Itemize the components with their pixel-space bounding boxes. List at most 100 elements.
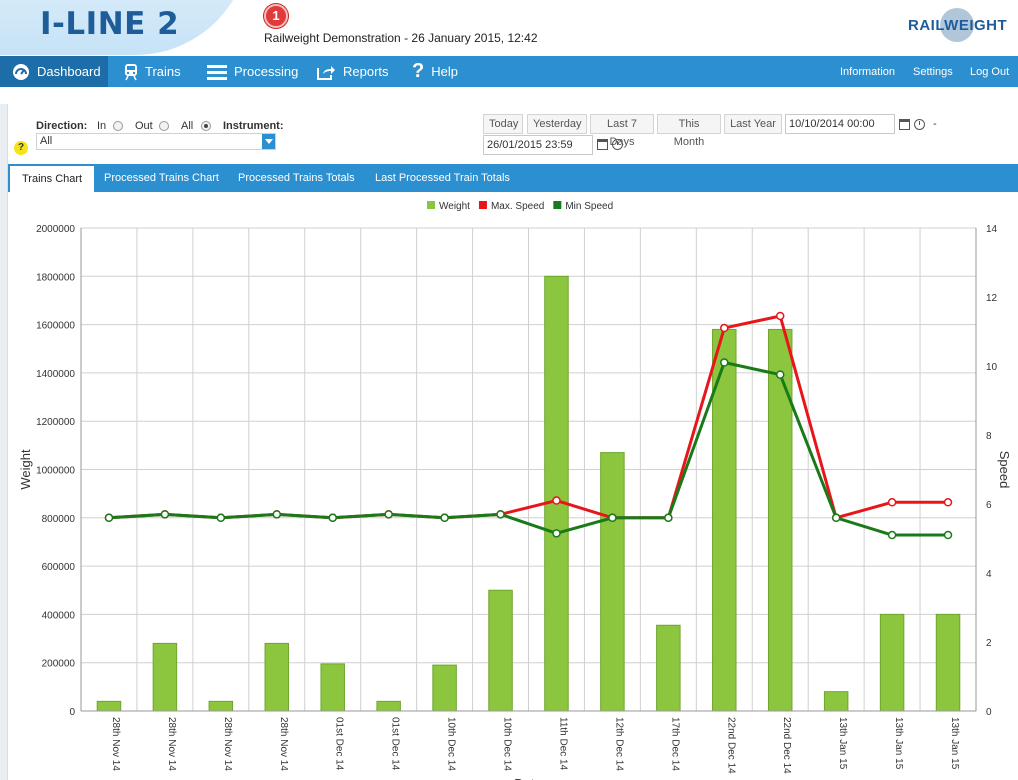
- weight-bar[interactable]: [767, 328, 793, 712]
- max-speed-point[interactable]: [887, 498, 897, 507]
- y2-tick-label: 0: [986, 707, 992, 718]
- direction-all-label: All: [181, 120, 194, 132]
- x-tick-label: 13th Jan 15: [837, 717, 848, 770]
- nav-reports[interactable]: Reports: [317, 56, 389, 87]
- site-subtitle: Railweight Demonstration - 26 January 20…: [264, 31, 538, 45]
- legend-swatch: [553, 201, 562, 209]
- min-speed-point[interactable]: [720, 358, 729, 367]
- notification-badge[interactable]: 1: [264, 4, 288, 28]
- date-from-input[interactable]: 10/10/2014 00:00: [785, 114, 895, 134]
- nav-settings[interactable]: Settings: [913, 65, 953, 78]
- weight-bar[interactable]: [208, 700, 234, 712]
- nav-logout[interactable]: Log Out: [970, 65, 1010, 78]
- x-tick-label: 10th Dec 14: [502, 717, 513, 771]
- legend-swatch: [427, 201, 435, 209]
- direction-in-radio[interactable]: [113, 121, 123, 131]
- y-tick-label: 2000000: [36, 224, 75, 235]
- weight-bar[interactable]: [935, 613, 961, 712]
- max-speed-point[interactable]: [943, 498, 953, 507]
- nav-help-label: Help: [431, 64, 458, 79]
- max-speed-point[interactable]: [775, 311, 785, 321]
- clock-icon[interactable]: [914, 119, 925, 130]
- max-speed-point[interactable]: [552, 496, 561, 505]
- clock-icon[interactable]: [612, 139, 623, 150]
- this-month-button[interactable]: This Month: [657, 114, 721, 148]
- yesterday-button[interactable]: Yesterday: [527, 114, 587, 134]
- weight-bar[interactable]: [600, 452, 625, 712]
- x-tick-label: 22nd Dec 14: [781, 717, 792, 774]
- y2-axis-title: Speed: [997, 451, 1012, 489]
- nav-help[interactable]: ? Help: [412, 56, 458, 87]
- direction-out-label: Out: [135, 120, 153, 132]
- direction-all-radio[interactable]: [201, 121, 211, 131]
- x-tick-label: 01st Dec 14: [390, 717, 401, 771]
- weight-bar[interactable]: [823, 691, 849, 712]
- min-speed-point[interactable]: [831, 513, 841, 523]
- min-speed-point[interactable]: [552, 529, 561, 538]
- tab-processed-trains-chart[interactable]: Processed Trains Chart: [104, 172, 219, 184]
- y2-tick-label: 4: [986, 569, 992, 580]
- calendar-icon[interactable]: [899, 119, 910, 130]
- min-speed-point[interactable]: [943, 530, 953, 540]
- nav-trains[interactable]: Trains: [124, 56, 181, 87]
- tab-trains-chart[interactable]: Trains Chart: [10, 166, 95, 192]
- dashboard-icon: [12, 63, 30, 81]
- x-tick-label: 28th Nov 14: [222, 717, 233, 771]
- min-speed-point[interactable]: [608, 513, 617, 523]
- x-tick-label: 12th Dec 14: [613, 717, 624, 771]
- min-speed-point[interactable]: [440, 513, 449, 523]
- date-to-input[interactable]: 26/01/2015 23:59: [483, 135, 593, 155]
- min-speed-point[interactable]: [328, 513, 337, 523]
- weight-bar[interactable]: [879, 613, 905, 712]
- min-speed-point[interactable]: [104, 513, 114, 523]
- train-icon: [124, 63, 138, 81]
- weight-bar[interactable]: [656, 624, 681, 712]
- weight-bar[interactable]: [376, 700, 401, 712]
- min-speed-point[interactable]: [775, 370, 785, 379]
- x-tick-label: 22nd Dec 14: [725, 717, 736, 774]
- nav-dashboard[interactable]: Dashboard: [0, 56, 108, 87]
- weight-bar[interactable]: [432, 664, 457, 712]
- y2-tick-label: 14: [986, 224, 998, 235]
- legend-item[interactable]: Min Speed: [553, 201, 613, 212]
- min-speed-point[interactable]: [887, 530, 897, 540]
- weight-bar[interactable]: [96, 700, 122, 712]
- chevron-down-icon[interactable]: [262, 134, 275, 149]
- min-speed-point[interactable]: [664, 513, 673, 523]
- min-speed-point[interactable]: [496, 510, 505, 519]
- min-speed-point[interactable]: [160, 510, 170, 519]
- help-icon[interactable]: ?: [14, 141, 28, 155]
- weight-bar[interactable]: [264, 642, 290, 712]
- x-axis-title: Date: [514, 776, 541, 780]
- tab-processed-trains-totals[interactable]: Processed Trains Totals: [238, 172, 355, 184]
- weight-bar[interactable]: [488, 589, 513, 712]
- instrument-value: All: [40, 135, 53, 147]
- today-button[interactable]: Today: [483, 114, 523, 134]
- min-speed-point[interactable]: [384, 510, 393, 519]
- trains-chart: 0 200000 400000 600000 800000 1000000 1200000 1…: [18, 201, 1012, 780]
- legend-label: Max. Speed: [491, 201, 544, 212]
- nav-information[interactable]: Information: [840, 65, 896, 78]
- max-speed-point[interactable]: [720, 323, 729, 333]
- last-year-button[interactable]: Last Year: [724, 114, 782, 134]
- side-collapse-bar[interactable]: [0, 104, 8, 780]
- weight-bar[interactable]: [320, 663, 345, 712]
- tab-last-processed-train-totals[interactable]: Last Processed Train Totals: [375, 172, 510, 184]
- last-7-days-button[interactable]: Last 7 Days: [590, 114, 654, 148]
- legend-item[interactable]: Max. Speed: [478, 201, 544, 212]
- x-tick-label: 13th Jan 15: [893, 717, 904, 770]
- min-speed-point[interactable]: [272, 510, 282, 519]
- direction-out-radio[interactable]: [159, 121, 169, 131]
- app-logo[interactable]: I-LINE 2: [40, 6, 180, 42]
- nav-processing[interactable]: Processing: [207, 56, 298, 87]
- weight-bar[interactable]: [544, 275, 569, 712]
- nav-processing-label: Processing: [234, 64, 299, 79]
- instrument-select[interactable]: All: [36, 133, 276, 150]
- weight-bar[interactable]: [152, 642, 178, 712]
- legend-label: Min Speed: [565, 201, 613, 212]
- calendar-icon[interactable]: [597, 139, 608, 150]
- chart-tabs: Trains Chart Processed Trains Chart Proc…: [8, 164, 1018, 192]
- legend-item[interactable]: Weight: [427, 201, 470, 212]
- y-tick-label: 800000: [42, 514, 76, 525]
- min-speed-point[interactable]: [216, 513, 226, 523]
